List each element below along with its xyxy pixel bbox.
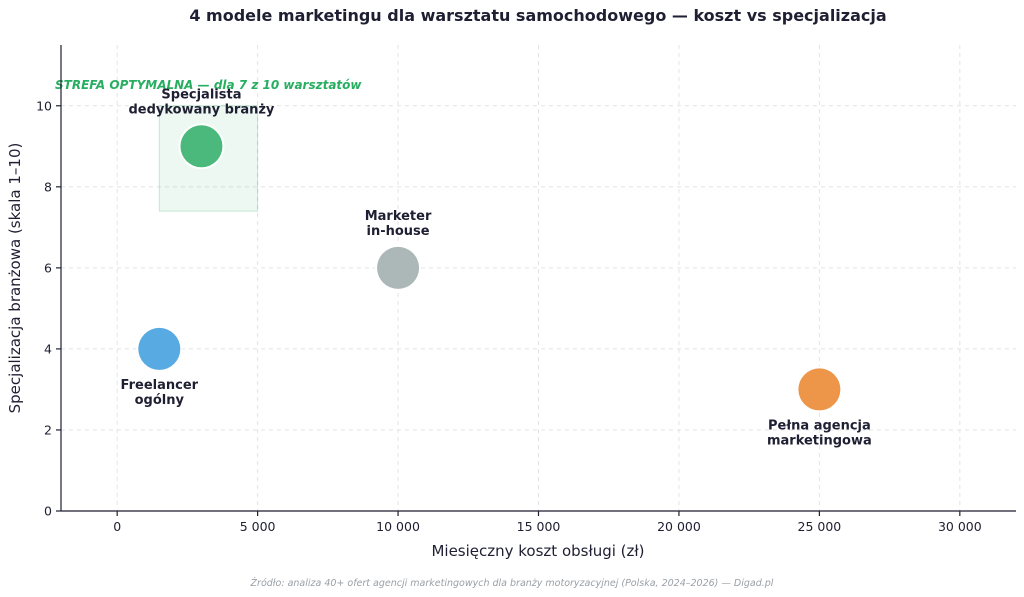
point-label: marketingowa	[767, 433, 872, 448]
optimal-zone-label: STREFA OPTYMALNA — dla 7 z 10 warsztatów	[55, 78, 362, 92]
y-tick-label: 10	[36, 98, 52, 113]
data-point	[138, 327, 181, 370]
point-label: ogólny	[135, 393, 185, 408]
y-tick-label: 2	[44, 422, 52, 437]
y-axis-label: Specjalizacja branżowa (skala 1–10)	[6, 143, 24, 414]
point-label: Freelancer	[121, 378, 199, 393]
x-axis-label: Miesięczny koszt obsługi (zł)	[431, 542, 644, 560]
point-label: in-house	[367, 224, 430, 239]
chart-title: 4 modele marketingu dla warsztatu samoch…	[189, 6, 886, 25]
point-label: dedykowany branży	[128, 102, 274, 117]
data-point	[798, 368, 841, 411]
point-label: Marketer	[365, 209, 432, 224]
x-tick-label: 30 000	[938, 519, 982, 534]
data-point	[377, 246, 420, 289]
point-layer	[136, 123, 843, 413]
x-tick-label: 10 000	[376, 519, 420, 534]
y-tick-label: 0	[44, 504, 52, 519]
x-tick-label: 0	[113, 519, 121, 534]
x-tick-label: 25 000	[798, 519, 842, 534]
y-tick-label: 4	[44, 341, 52, 356]
y-tick-label: 8	[44, 179, 52, 194]
x-tick-label: 5 000	[240, 519, 276, 534]
x-tick-label: 15 000	[517, 519, 561, 534]
data-point	[180, 125, 223, 168]
axis-layer: 0 5 000 10 000 15 000 20 000 25 000 30 000 0 2 4 6…	[36, 45, 1016, 534]
point-label: Pełna agencja	[768, 418, 871, 433]
point-label: Specjalista	[161, 87, 241, 102]
source-note: Źródło: analiza 40+ ofert agencji market…	[250, 577, 774, 589]
x-tick-label: 20 000	[657, 519, 701, 534]
y-tick-label: 6	[44, 260, 52, 275]
